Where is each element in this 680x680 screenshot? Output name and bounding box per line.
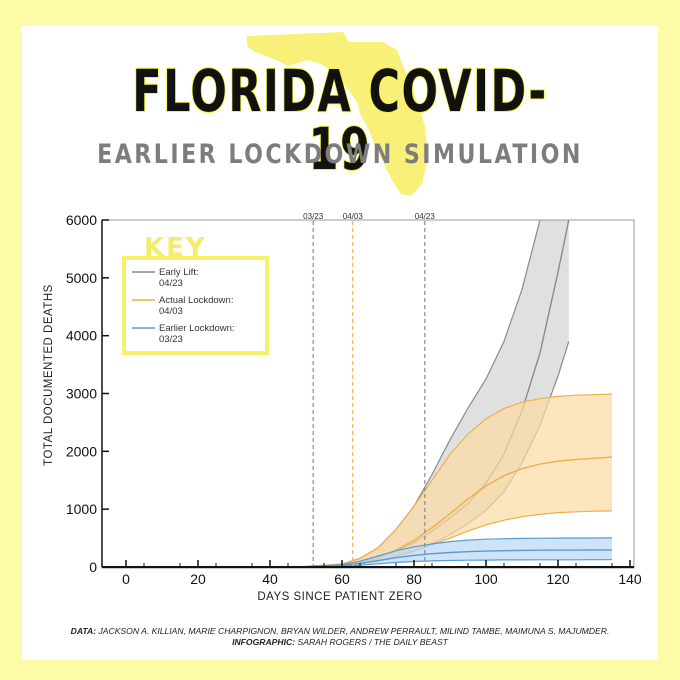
y-axis-label: TOTAL DOCUMENTED DEATHS <box>43 284 55 466</box>
data-credit-text: JACKSON A. KILLIAN, MARIE CHARPIGNON, BR… <box>98 626 610 636</box>
legend-label: Actual Lockdown: <box>159 295 233 306</box>
legend-title: KEY <box>144 233 207 263</box>
credits: DATA: JACKSON A. KILLIAN, MARIE CHARPIGN… <box>22 626 658 648</box>
florida-state-shape <box>247 32 428 196</box>
y-tick-label: 3000 <box>66 386 97 402</box>
legend-label-date: 03/23 <box>159 334 183 345</box>
infographic-credit-label: INFOGRAPHIC: <box>232 637 296 647</box>
data-credit: DATA: JACKSON A. KILLIAN, MARIE CHARPIGN… <box>22 626 658 637</box>
x-tick-label: 60 <box>334 571 350 587</box>
vline-label: 04/23 <box>415 212 436 221</box>
page-subtitle: EARLIER LOCKDOWN SIMULATION <box>97 139 583 170</box>
y-tick-label: 6000 <box>66 212 97 228</box>
x-tick-label: 0 <box>122 571 130 587</box>
y-tick-label: 5000 <box>66 270 97 286</box>
earlier-lockdown-upper-line <box>269 537 613 568</box>
legend-box <box>122 256 269 355</box>
earlier-lockdown-lower-line <box>269 559 612 568</box>
y-tick-label: 1000 <box>66 501 97 517</box>
x-tick-label: 140 <box>618 571 642 587</box>
infographic-credit-text: SARAH ROGERS / THE DAILY BEAST <box>297 637 448 647</box>
x-tick-label: 40 <box>262 571 278 587</box>
vline-label: 04/03 <box>343 212 364 221</box>
actual-lockdown-upper-line <box>269 393 613 568</box>
vline-label: 03/23 <box>303 212 324 221</box>
page-title: FLORIDA COVID-19 <box>132 57 548 183</box>
data-credit-label: DATA: <box>70 626 97 636</box>
earlier-lockdown-median-line <box>269 549 613 568</box>
y-tick-label: 4000 <box>66 328 97 344</box>
x-tick-label: 100 <box>474 571 498 587</box>
x-axis-label: DAYS SINCE PATIENT ZERO <box>257 591 422 603</box>
y-tick-label: 0 <box>89 559 97 575</box>
x-tick-label: 80 <box>406 571 422 587</box>
legend-label-date: 04/23 <box>159 278 183 289</box>
x-tick-label: 120 <box>546 571 570 587</box>
x-tick-label: 20 <box>190 571 206 587</box>
actual-lockdown-band <box>270 394 612 567</box>
legend-label: Early Lift: <box>159 267 199 278</box>
infographic-credit: INFOGRAPHIC: SARAH ROGERS / THE DAILY BE… <box>22 637 658 648</box>
legend-label-date: 04/03 <box>159 306 183 317</box>
legend-label: Earlier Lockdown: <box>159 323 235 334</box>
y-tick-label: 2000 <box>66 443 97 459</box>
